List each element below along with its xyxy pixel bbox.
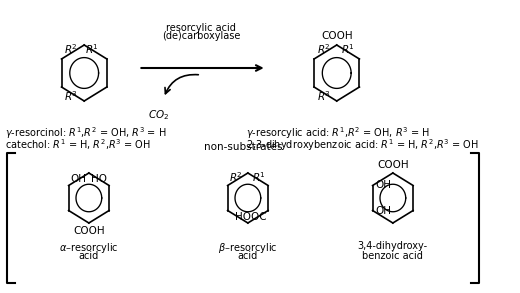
Text: $R^3$: $R^3$ — [64, 89, 79, 103]
Text: OH: OH — [375, 207, 392, 217]
Text: $\beta$–resorcylic: $\beta$–resorcylic — [218, 241, 278, 255]
Text: OH: OH — [71, 173, 86, 183]
Text: COOH: COOH — [377, 160, 409, 170]
Text: benzoic acid: benzoic acid — [362, 251, 423, 261]
Text: non-substrates: non-substrates — [204, 142, 282, 152]
Text: $R^2$: $R^2$ — [317, 42, 331, 56]
Text: HOOC: HOOC — [235, 212, 266, 222]
Text: $R^1$: $R^1$ — [85, 42, 99, 56]
Text: $R^1$: $R^1$ — [252, 170, 266, 183]
Text: COOH: COOH — [321, 31, 353, 41]
Text: $R^1$: $R^1$ — [341, 42, 355, 56]
Text: COOH: COOH — [73, 226, 105, 236]
Text: acid: acid — [79, 251, 99, 261]
Text: 2,3-dihydroxybenzoic acid: $R^1$ = H, $R^2$,$R^3$ = OH: 2,3-dihydroxybenzoic acid: $R^1$ = H, $R… — [246, 137, 479, 153]
Text: acid: acid — [238, 251, 258, 261]
Text: $\alpha$–resorcylic: $\alpha$–resorcylic — [59, 241, 119, 255]
Text: (de)carboxylase: (de)carboxylase — [162, 31, 240, 41]
Text: $\gamma$-resorcylic acid: $R^1$,$R^2$ = OH, $R^3$ = H: $\gamma$-resorcylic acid: $R^1$,$R^2$ = … — [246, 125, 430, 141]
Text: $CO_2$: $CO_2$ — [148, 108, 170, 122]
Text: catechol: $R^1$ = H, $R^2$,$R^3$ = OH: catechol: $R^1$ = H, $R^2$,$R^3$ = OH — [5, 137, 150, 152]
Text: $R^3$: $R^3$ — [317, 89, 331, 103]
Text: $\gamma$-resorcinol: $R^1$,$R^2$ = OH, $R^3$ = H: $\gamma$-resorcinol: $R^1$,$R^2$ = OH, $… — [5, 125, 166, 141]
Text: OH: OH — [375, 180, 392, 190]
Text: $R^2$: $R^2$ — [64, 42, 78, 56]
Text: $R^2$: $R^2$ — [229, 170, 243, 183]
Text: resorcylic acid: resorcylic acid — [166, 23, 236, 33]
Text: 3,4-dihydroxy-: 3,4-dihydroxy- — [358, 241, 428, 251]
Text: HO: HO — [91, 173, 107, 183]
